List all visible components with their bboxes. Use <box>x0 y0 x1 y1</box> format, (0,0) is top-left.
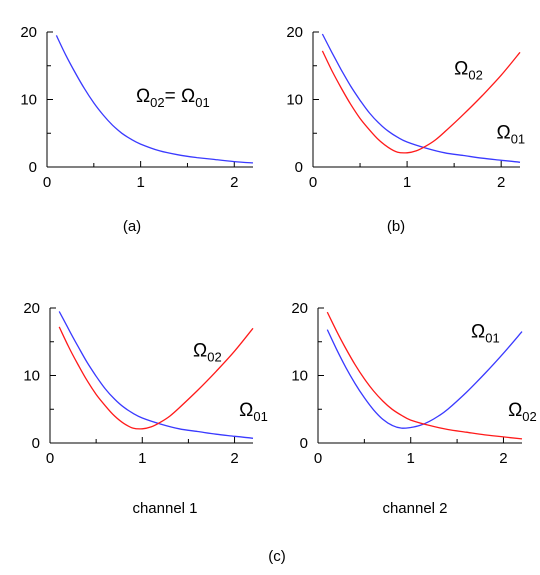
series-line <box>326 311 523 440</box>
series-line <box>321 33 521 163</box>
y-tick-label: 0 <box>29 159 37 176</box>
curve-annotation: Ω02 <box>508 400 537 424</box>
x-tick-label: 0 <box>314 450 322 467</box>
figure-label: (c) <box>268 548 286 565</box>
y-tick-label: 10 <box>20 92 37 109</box>
curve-annotation: Ω01 <box>239 400 268 424</box>
x-tick-label: 2 <box>499 450 507 467</box>
series-line <box>58 326 254 430</box>
panel-caption: (b) <box>387 218 405 235</box>
y-tick-label: 10 <box>23 368 40 385</box>
series-line <box>58 311 254 439</box>
panel-caption: channel 2 <box>382 500 447 517</box>
y-tick-label: 0 <box>295 159 303 176</box>
panel-b: 0 10 20 0 1 2 Ω02 Ω01 (b) <box>286 24 525 235</box>
series-line <box>321 50 521 154</box>
x-tick-label: 2 <box>230 450 238 467</box>
x-tick-label: 1 <box>138 450 146 467</box>
x-tick-label: 2 <box>497 174 505 191</box>
series-line <box>326 329 523 429</box>
x-tick-label: 0 <box>309 174 317 191</box>
panel-channel-1: 0 10 20 0 1 2 Ω02 Ω01 channel 1 <box>23 300 268 517</box>
x-tick-label: 1 <box>403 174 411 191</box>
panel-channel-2: 0 10 20 0 1 2 Ω01 Ω02 channel 2 <box>291 300 536 517</box>
x-tick-label: 1 <box>407 450 415 467</box>
x-tick-label: 1 <box>136 174 144 191</box>
curve-annotation: Ω01 <box>471 322 500 346</box>
panel-a: 0 10 20 0 1 2 Ω02= Ω01 (a) <box>20 24 254 235</box>
y-tick-label: 20 <box>286 24 303 41</box>
x-tick-label: 2 <box>230 174 238 191</box>
curve-annotation: Ω02 <box>454 59 483 83</box>
curve-annotation: Ω02= Ω01 <box>136 86 210 110</box>
y-tick-label: 10 <box>291 368 308 385</box>
y-tick-label: 10 <box>286 92 303 109</box>
y-tick-label: 20 <box>23 300 40 317</box>
y-tick-label: 20 <box>20 24 37 41</box>
x-tick-label: 0 <box>46 450 54 467</box>
curve-annotation: Ω01 <box>496 123 525 147</box>
y-tick-label: 20 <box>291 300 308 317</box>
y-tick-label: 0 <box>32 435 40 452</box>
y-tick-label: 0 <box>300 435 308 452</box>
curve-annotation: Ω02 <box>193 341 222 365</box>
panel-caption: channel 1 <box>132 500 197 517</box>
panel-caption: (a) <box>123 218 141 235</box>
series-line <box>55 35 254 164</box>
x-tick-label: 0 <box>43 174 51 191</box>
